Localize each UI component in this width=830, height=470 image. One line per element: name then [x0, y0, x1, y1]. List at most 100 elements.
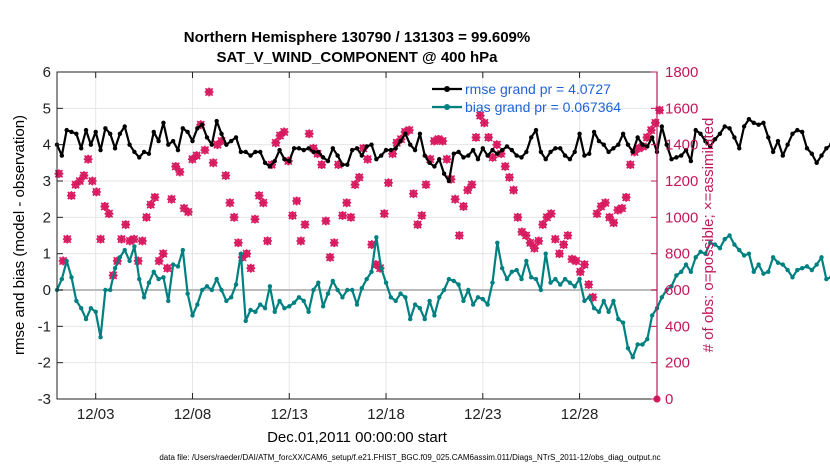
bias-point [248, 307, 253, 313]
bias-point [490, 280, 495, 285]
obs-assimilated-point [79, 171, 89, 180]
rmse-point [175, 147, 181, 153]
obs-assimilated-point [288, 211, 297, 220]
rmse-point [664, 142, 669, 147]
bias-point [737, 247, 742, 253]
obs-assimilated-point [104, 209, 114, 219]
rmse-point [287, 158, 292, 164]
bias-point [616, 316, 621, 322]
bias-point [717, 246, 723, 251]
rmse-point [190, 138, 195, 144]
obs-assimilated-point [584, 280, 594, 289]
rmse-point [427, 160, 432, 166]
rmse-point [408, 142, 413, 147]
bias-point [166, 298, 171, 304]
obs-assimilated-point [242, 249, 252, 259]
obs-assimilated-point [304, 129, 314, 139]
plot-background [57, 72, 657, 399]
rmse-point [112, 146, 118, 151]
legend: rmse grand pr = 4.0727 bias grand pr = 0.… [432, 81, 621, 115]
obs-assimilated-point [233, 238, 243, 248]
rmse-point [141, 149, 147, 155]
bias-point [267, 284, 273, 289]
bias-point [345, 287, 350, 293]
bias-point [775, 260, 781, 265]
rmse-point [475, 157, 481, 162]
obs-assimilated-point [263, 236, 272, 246]
bias-point [509, 269, 515, 275]
rmse-point [345, 162, 350, 167]
bias-point [799, 266, 805, 271]
obs-assimilated-point [308, 143, 318, 153]
obs-assimilated-point [342, 198, 352, 208]
obs-assimilated-point [642, 133, 652, 142]
bias-point [698, 249, 703, 255]
bias-point [785, 267, 790, 273]
rmse-point [722, 124, 727, 129]
obs-assimilated-point [650, 118, 660, 128]
y-right-tick-label: 800 [665, 246, 690, 263]
rmse-point [359, 153, 365, 158]
rmse-point [674, 155, 679, 160]
rmse-point [335, 153, 340, 158]
rmse-point [378, 153, 384, 158]
obs-assimilated-point [229, 212, 239, 222]
rmse-point [103, 126, 108, 131]
obs-assimilated-point [54, 169, 64, 179]
obs-assimilated-point [258, 198, 268, 208]
bias-point [693, 255, 698, 260]
bias-point [393, 298, 398, 304]
rmse-point [185, 129, 190, 135]
bias-point [156, 276, 161, 282]
bias-point [311, 287, 316, 293]
obs-assimilated-point [621, 192, 631, 202]
plot-area: 12/03 12/08 12/13 12/18 12/23 12/28 -3 -2 -1 0 1 2 3… [38, 64, 830, 423]
obs-assimilated-point [617, 203, 627, 213]
bias-point [69, 275, 74, 280]
obs-assimilated-point [588, 292, 598, 302]
bias-point [591, 305, 597, 311]
obs-assimilated-point [459, 202, 468, 211]
obs-assimilated-point [446, 174, 456, 184]
rmse-point [809, 151, 815, 156]
obs-assimilated-point [567, 254, 577, 264]
rmse-point [83, 127, 89, 133]
bias-point [630, 355, 636, 360]
rmse-point [93, 129, 98, 135]
rmse-point [349, 147, 355, 153]
rmse-point [267, 164, 273, 169]
obs-assimilated-point [505, 172, 514, 182]
rmse-point [683, 147, 689, 153]
obs-assimilated-point [384, 178, 393, 188]
bias-point [296, 295, 302, 300]
bias-point [408, 316, 413, 322]
rmse-point [727, 126, 732, 131]
obs-assimilated-point [609, 218, 619, 228]
rmse-point [199, 122, 205, 127]
obs-assimilated-point [317, 160, 327, 170]
x-axis-label: Dec.01,2011 00:00:00 start [267, 429, 448, 446]
bias-point [485, 302, 490, 307]
obs-assimilated-point [58, 256, 68, 266]
rmse-point [417, 131, 423, 136]
bias-point [766, 269, 771, 275]
rmse-point [712, 137, 718, 142]
bias-point [475, 295, 481, 300]
rmse-point [504, 144, 510, 149]
obs-assimilated-point [62, 234, 72, 244]
bias-point [746, 251, 752, 256]
obs-assimilated-point [521, 231, 531, 240]
bias-point [606, 309, 611, 314]
rmse-point [146, 151, 152, 156]
rmse-point [528, 135, 534, 140]
rmse-point [766, 135, 771, 140]
bias-point [195, 302, 200, 307]
rmse-point [543, 157, 548, 162]
y-right-tick-label: 1600 [665, 100, 698, 117]
bias-point [369, 269, 374, 275]
obs-assimilated-point [83, 154, 93, 164]
rmse-point [799, 129, 805, 135]
bias-point [504, 276, 510, 282]
obs-assimilated-point [87, 176, 97, 186]
rmse-point [814, 160, 819, 166]
